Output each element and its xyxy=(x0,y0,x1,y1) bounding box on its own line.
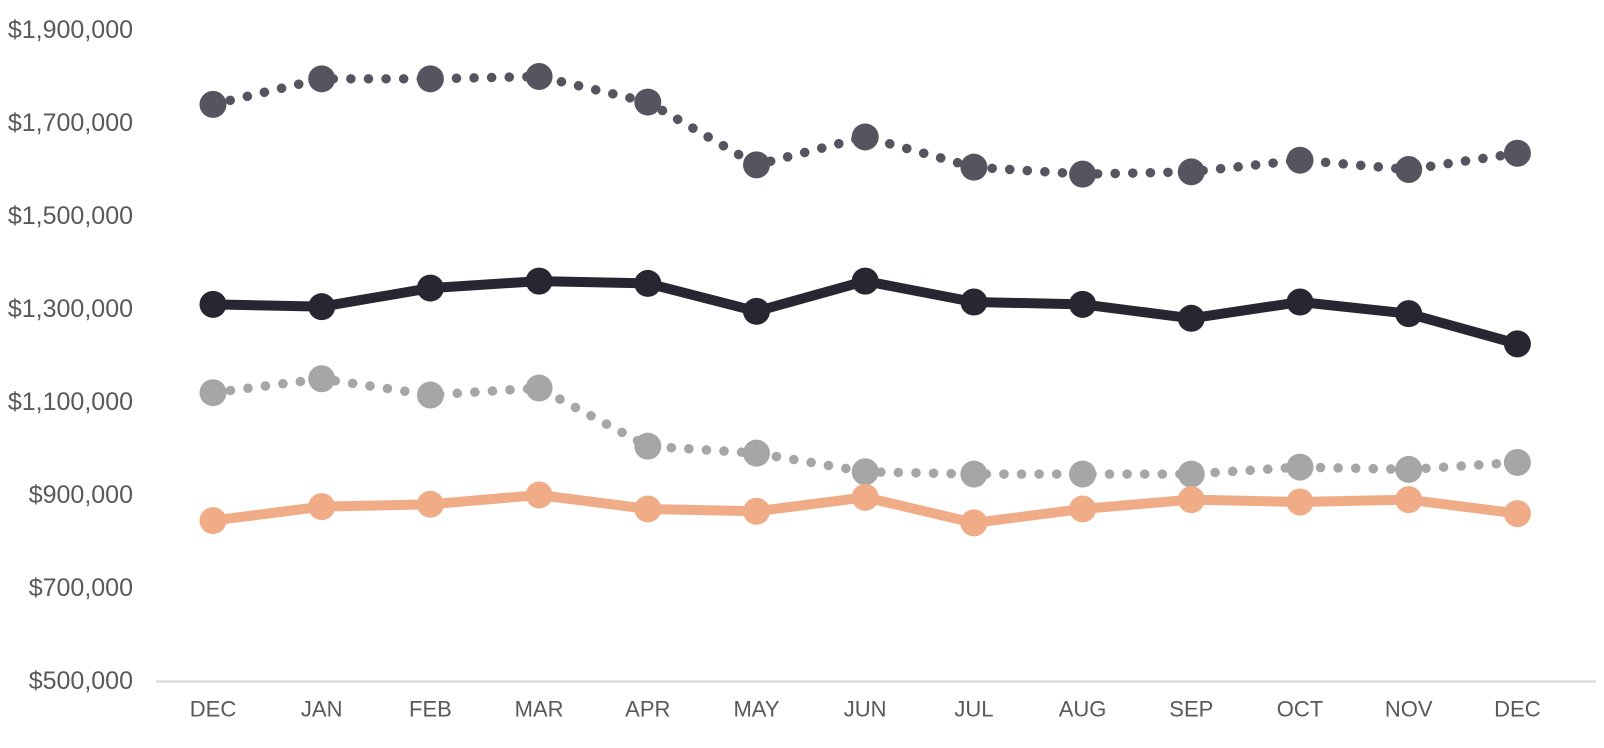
data-point-black-solid-nov-11 xyxy=(1395,300,1423,328)
data-point-dark-gray-dotted-jul-7 xyxy=(960,153,988,181)
data-point-light-gray-dotted-aug-8 xyxy=(1069,460,1097,488)
data-point-light-gray-dotted-dec-0 xyxy=(199,379,227,407)
data-point-black-solid-sep-9 xyxy=(1177,304,1205,332)
data-point-orange-solid-dec-0 xyxy=(199,507,227,535)
data-point-dark-gray-dotted-jun-6 xyxy=(851,123,879,151)
y-axis-tick-label: $1,300,000 xyxy=(8,295,133,323)
data-point-light-gray-dotted-apr-4 xyxy=(634,432,662,460)
data-point-orange-solid-dec-12 xyxy=(1503,500,1531,528)
data-point-light-gray-dotted-oct-10 xyxy=(1286,453,1314,481)
data-point-light-gray-dotted-sep-9 xyxy=(1177,460,1205,488)
data-point-dark-gray-dotted-jan-1 xyxy=(308,65,336,93)
data-point-black-solid-dec-0 xyxy=(199,290,227,318)
x-axis-label: NOV xyxy=(1385,697,1433,722)
data-point-orange-solid-feb-2 xyxy=(416,490,444,518)
data-point-dark-gray-dotted-oct-10 xyxy=(1286,146,1314,174)
data-point-dark-gray-dotted-nov-11 xyxy=(1395,156,1423,183)
data-point-dark-gray-dotted-feb-2 xyxy=(416,65,444,93)
x-axis-label: DEC xyxy=(190,697,237,722)
data-point-orange-solid-oct-10 xyxy=(1286,488,1314,516)
y-axis-tick-label: $1,500,000 xyxy=(8,202,133,230)
data-point-dark-gray-dotted-apr-4 xyxy=(634,88,662,116)
y-axis-tick-label: $1,700,000 xyxy=(8,109,133,137)
x-axis-label: JAN xyxy=(301,697,343,722)
data-point-light-gray-dotted-dec-12 xyxy=(1503,448,1531,476)
data-point-black-solid-jul-7 xyxy=(960,288,988,316)
data-point-black-solid-jun-6 xyxy=(851,267,879,295)
x-axis-label: JUL xyxy=(954,697,993,722)
data-point-orange-solid-jun-6 xyxy=(851,483,879,511)
data-point-dark-gray-dotted-may-5 xyxy=(743,151,770,179)
data-point-black-solid-aug-8 xyxy=(1069,290,1097,318)
x-axis-label: AUG xyxy=(1059,697,1107,722)
data-point-black-solid-apr-4 xyxy=(634,269,662,297)
data-point-dark-gray-dotted-sep-9 xyxy=(1177,158,1205,186)
x-axis-label: DEC xyxy=(1494,697,1541,722)
data-point-dark-gray-dotted-dec-12 xyxy=(1503,139,1531,167)
y-axis-tick-label: $500,000 xyxy=(29,667,133,695)
data-point-orange-solid-sep-9 xyxy=(1177,486,1205,514)
data-point-black-solid-may-5 xyxy=(743,297,770,325)
data-point-orange-solid-nov-11 xyxy=(1395,486,1423,514)
x-axis-label: FEB xyxy=(409,697,452,722)
y-axis-tick-label: $900,000 xyxy=(29,481,133,509)
data-point-black-solid-mar-3 xyxy=(525,267,553,295)
data-point-light-gray-dotted-jul-7 xyxy=(960,460,988,488)
data-point-light-gray-dotted-mar-3 xyxy=(525,374,553,402)
data-point-light-gray-dotted-may-5 xyxy=(743,439,770,467)
data-point-black-solid-oct-10 xyxy=(1286,288,1314,316)
x-axis-label: APR xyxy=(625,697,670,722)
data-point-black-solid-dec-12 xyxy=(1503,330,1531,358)
x-axis-label: SEP xyxy=(1169,697,1213,722)
data-point-orange-solid-may-5 xyxy=(743,497,770,525)
y-axis-tick-label: $1,900,000 xyxy=(8,16,133,44)
data-point-orange-solid-jan-1 xyxy=(308,493,336,521)
data-point-dark-gray-dotted-mar-3 xyxy=(525,63,553,90)
data-point-light-gray-dotted-jun-6 xyxy=(851,458,879,486)
data-point-orange-solid-aug-8 xyxy=(1069,495,1097,523)
data-point-light-gray-dotted-jan-1 xyxy=(308,365,336,393)
y-axis-tick-label: $700,000 xyxy=(29,574,133,602)
x-axis-label: JUN xyxy=(844,697,887,722)
data-point-dark-gray-dotted-aug-8 xyxy=(1069,160,1097,188)
data-point-black-solid-feb-2 xyxy=(416,274,444,302)
data-point-orange-solid-mar-3 xyxy=(525,481,553,509)
data-point-light-gray-dotted-feb-2 xyxy=(416,381,444,409)
x-axis-label: OCT xyxy=(1277,697,1323,722)
data-point-orange-solid-jul-7 xyxy=(960,509,988,537)
data-point-black-solid-jan-1 xyxy=(308,293,336,321)
data-point-orange-solid-apr-4 xyxy=(634,495,662,523)
y-axis-tick-label: $1,100,000 xyxy=(8,388,133,416)
x-axis-label: MAR xyxy=(515,697,564,722)
data-point-dark-gray-dotted-dec-0 xyxy=(199,90,227,118)
data-point-light-gray-dotted-nov-11 xyxy=(1395,455,1423,483)
x-axis-label: MAY xyxy=(733,697,779,722)
